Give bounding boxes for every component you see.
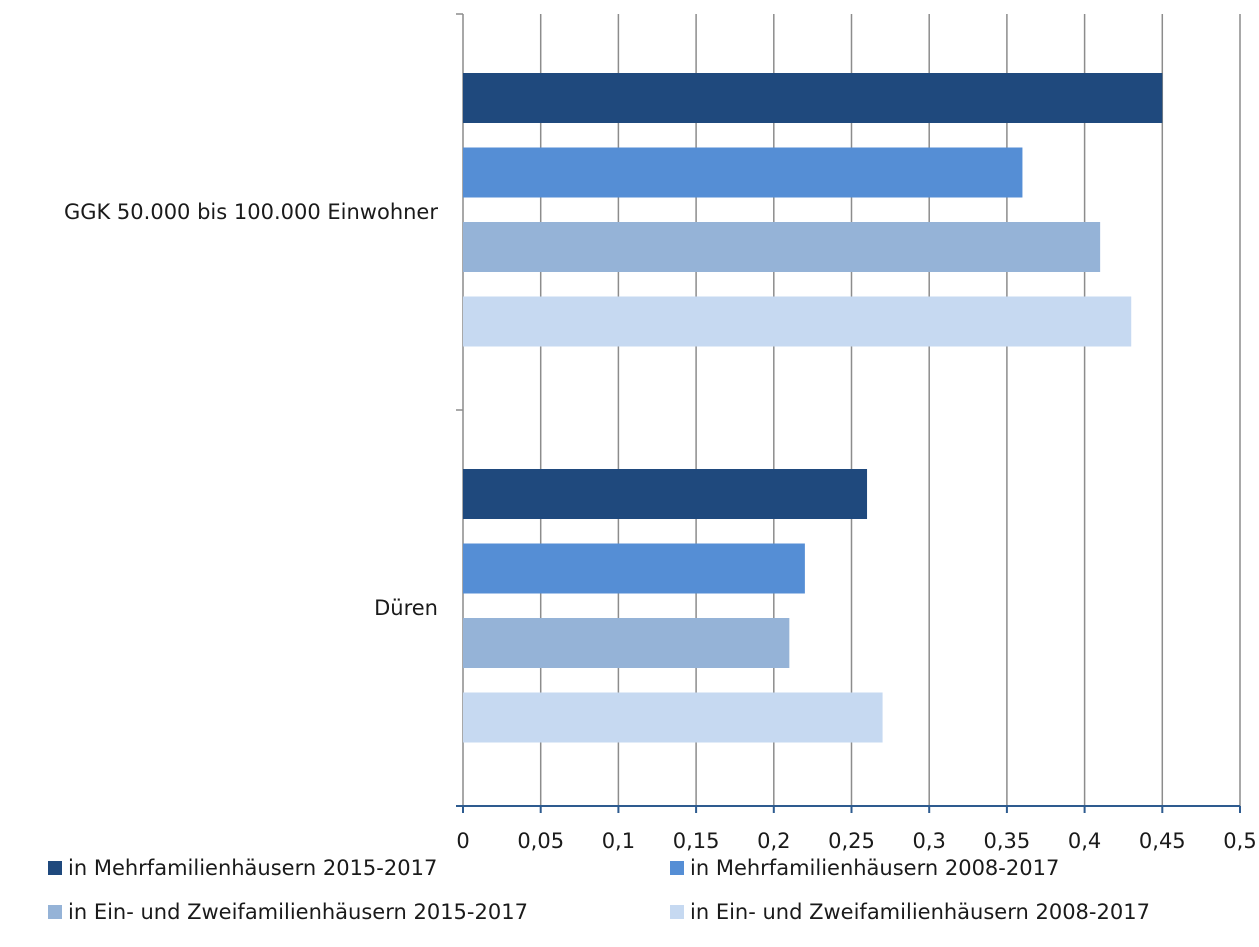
x-tick-label: 0,4	[1068, 829, 1101, 853]
bar	[463, 692, 883, 743]
x-tick-label: 0,5	[1223, 829, 1256, 853]
x-tick-label: 0,25	[828, 829, 875, 853]
x-tick-label: 0,45	[1139, 829, 1186, 853]
bar	[463, 147, 1023, 198]
legend-swatch	[48, 861, 62, 875]
bar	[463, 73, 1163, 123]
x-tick-label: 0,3	[912, 829, 945, 853]
x-tick-label: 0	[456, 829, 469, 853]
legend-swatch	[670, 905, 684, 919]
x-tick-label: 0,15	[673, 829, 720, 853]
x-tick-label: 0,1	[602, 829, 635, 853]
legend-swatch	[48, 905, 62, 919]
legend-item: in Mehrfamilienhäusern 2015-2017	[48, 856, 437, 880]
bar	[463, 543, 805, 594]
bar	[463, 469, 868, 519]
category-label: GGK 50.000 bis 100.000 Einwohner	[64, 200, 438, 224]
legend-item: in Ein- und Zweifamilienhäusern 2015-201…	[48, 900, 528, 924]
category-label: Düren	[374, 596, 438, 620]
legend-label: in Ein- und Zweifamilienhäusern 2008-201…	[690, 900, 1150, 924]
legend-item: in Mehrfamilienhäusern 2008-2017	[670, 856, 1059, 880]
legend-label: in Mehrfamilienhäusern 2008-2017	[690, 856, 1060, 880]
x-tick-label: 0,05	[517, 829, 564, 853]
legend-item: in Ein- und Zweifamilienhäusern 2008-201…	[670, 900, 1150, 924]
legend-swatch	[670, 861, 684, 875]
legend-label: in Ein- und Zweifamilienhäusern 2015-201…	[68, 900, 528, 924]
x-tick-label: 0,35	[984, 829, 1031, 853]
bar	[463, 222, 1101, 272]
legend-label: in Mehrfamilienhäusern 2015-2017	[68, 856, 438, 880]
chart-legend: in Mehrfamilienhäusern 2015-2017 in Mehrf…	[0, 842, 1259, 947]
bar	[463, 296, 1132, 347]
bar	[463, 618, 790, 668]
x-tick-label: 0,2	[757, 829, 790, 853]
